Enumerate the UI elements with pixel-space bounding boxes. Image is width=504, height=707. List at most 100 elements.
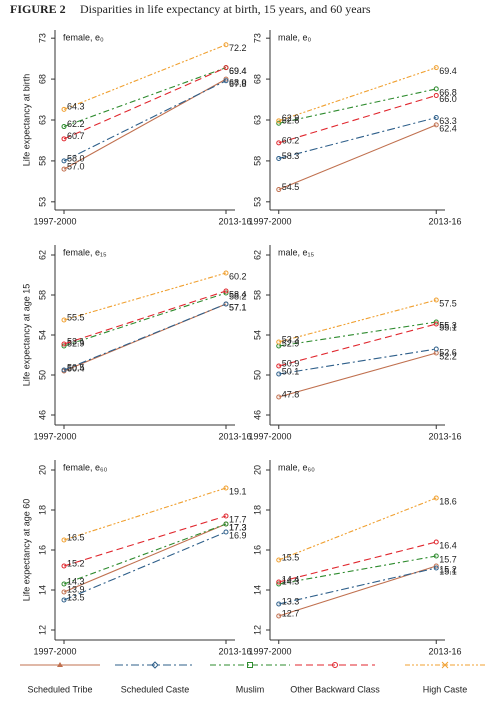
- data-label: 16.9: [229, 530, 247, 540]
- y-tick-label: 58: [37, 290, 47, 300]
- data-label: 58.0: [67, 153, 85, 163]
- data-label: 68.0: [229, 77, 247, 87]
- series-line: [63, 515, 227, 567]
- data-point: [433, 346, 439, 352]
- data-point: [276, 557, 282, 563]
- data-point: [433, 65, 439, 71]
- data-label: 57.1: [229, 302, 247, 312]
- series-line: [278, 299, 437, 343]
- legend-label: Scheduled Tribe: [27, 684, 92, 694]
- data-point: [276, 371, 282, 377]
- y-tick-label: 58: [252, 290, 262, 300]
- y-axis-label: Life expectancy at age 60: [21, 499, 31, 602]
- series-line: [278, 565, 437, 617]
- data-label: 15.5: [282, 552, 300, 562]
- data-point: [276, 120, 282, 126]
- y-tick-label: 58: [252, 156, 262, 166]
- series-line: [63, 523, 227, 585]
- data-point: [433, 321, 439, 327]
- data-label: 52.6: [439, 347, 457, 357]
- data-point: [223, 78, 229, 84]
- y-tick-label: 18: [37, 505, 47, 515]
- data-point: [433, 495, 439, 501]
- data-label: 53.3: [282, 334, 300, 344]
- legend-marker: [57, 662, 63, 667]
- series-line: [278, 541, 437, 583]
- data-label: 54.5: [282, 182, 300, 192]
- series-line: [63, 487, 227, 541]
- y-tick-label: 16: [252, 545, 262, 555]
- x-tick-label: 1997-2000: [248, 431, 291, 441]
- series-line: [278, 67, 437, 122]
- y-tick-label: 46: [252, 410, 262, 420]
- panel-title: female, e₀: [63, 32, 104, 42]
- data-label: 69.4: [229, 66, 247, 76]
- panel-title: female, e₁₅: [63, 247, 107, 257]
- series-line: [63, 78, 227, 170]
- x-tick-label: 2013-16: [218, 216, 251, 226]
- y-tick-label: 16: [37, 545, 47, 555]
- data-point: [276, 140, 282, 146]
- x-tick-label: 2013-16: [218, 431, 251, 441]
- data-point: [61, 597, 67, 603]
- data-label: 66.0: [439, 94, 457, 104]
- y-tick-label: 54: [252, 330, 262, 340]
- data-label: 58.3: [282, 151, 300, 161]
- data-label: 60.2: [229, 271, 247, 281]
- data-label: 55.3: [439, 320, 457, 330]
- data-label: 50.1: [282, 366, 300, 376]
- data-point: [433, 319, 439, 325]
- y-axis-label: Life expectancy at birth: [21, 74, 31, 167]
- data-label: 69.4: [229, 66, 247, 76]
- series-line: [278, 323, 437, 367]
- series-line: [278, 555, 437, 585]
- data-label: 55.5: [67, 312, 85, 322]
- y-tick-label: 20: [37, 465, 47, 475]
- x-tick-label: 2013-16: [428, 216, 461, 226]
- y-tick-label: 68: [37, 74, 47, 84]
- data-label: 58.2: [229, 291, 247, 301]
- x-tick-label: 1997-2000: [248, 646, 291, 656]
- figure-title: Disparities in life expectancy at birth,…: [80, 2, 371, 16]
- data-label: 69.4: [439, 66, 457, 76]
- y-tick-label: 14: [252, 585, 262, 595]
- y-tick-label: 58: [37, 156, 47, 166]
- data-label: 15.1: [439, 566, 457, 576]
- series-line: [278, 88, 437, 124]
- data-point: [61, 317, 67, 323]
- data-label: 16.4: [439, 540, 457, 550]
- y-tick-label: 63: [37, 115, 47, 125]
- data-label: 13.9: [67, 584, 85, 594]
- data-point: [276, 613, 282, 619]
- data-point: [61, 367, 67, 373]
- data-point: [276, 601, 282, 607]
- data-point: [433, 122, 439, 128]
- y-tick-label: 53: [252, 197, 262, 207]
- series-line: [278, 94, 437, 144]
- data-point: [276, 363, 282, 369]
- data-label: 14.3: [67, 576, 85, 586]
- y-tick-label: 20: [252, 465, 262, 475]
- y-tick-label: 53: [37, 197, 47, 207]
- series-line: [278, 117, 437, 159]
- series-line: [278, 348, 437, 375]
- data-label: 58.4: [229, 289, 247, 299]
- x-tick-label: 2013-16: [428, 646, 461, 656]
- panel-title: female, e₆₀: [63, 462, 108, 472]
- data-point: [433, 92, 439, 98]
- data-point: [61, 166, 67, 172]
- data-label: 60.7: [67, 131, 85, 141]
- y-tick-label: 63: [252, 115, 262, 125]
- data-point: [276, 394, 282, 400]
- data-label: 52.9: [282, 338, 300, 348]
- y-tick-label: 62: [37, 250, 47, 260]
- y-tick-label: 46: [37, 410, 47, 420]
- data-label: 62.9: [282, 113, 300, 123]
- y-tick-label: 50: [252, 370, 262, 380]
- data-label: 52.2: [439, 351, 457, 361]
- data-point: [223, 270, 229, 276]
- data-point: [61, 537, 67, 543]
- data-point: [433, 565, 439, 571]
- data-label: 53.1: [67, 336, 85, 346]
